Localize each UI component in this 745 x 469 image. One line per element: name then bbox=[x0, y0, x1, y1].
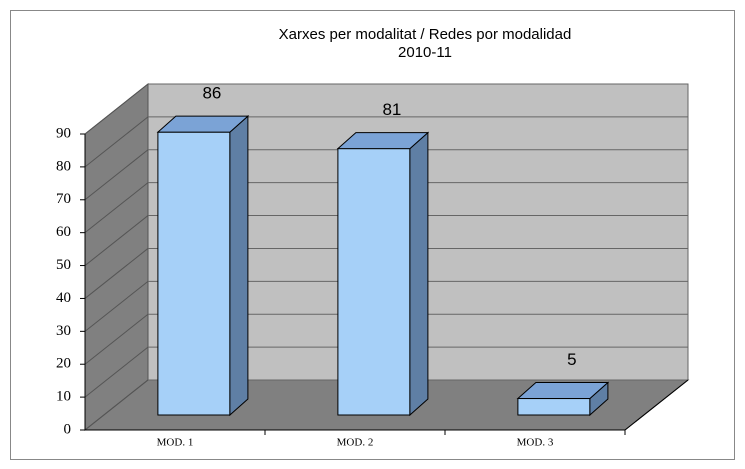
data-label: 86 bbox=[202, 84, 221, 103]
y-tick-label: 40 bbox=[56, 290, 71, 306]
side-grid-line bbox=[84, 182, 149, 234]
side-grid-line bbox=[84, 313, 149, 365]
y-tick-label: 10 bbox=[56, 389, 71, 405]
side-grid-line bbox=[84, 149, 149, 201]
y-tick-label: 90 bbox=[56, 125, 71, 141]
bar-front bbox=[337, 148, 411, 416]
y-tick-label: 0 bbox=[64, 421, 72, 437]
bar-side bbox=[229, 115, 249, 417]
side-grid-line bbox=[84, 215, 149, 266]
bar bbox=[336, 131, 430, 417]
x-tick-label: MOD. 1 bbox=[157, 437, 194, 449]
x-tick-label: MOD. 2 bbox=[337, 437, 374, 449]
bar-top bbox=[156, 115, 250, 133]
y-tick-label: 70 bbox=[56, 191, 71, 207]
side-grid-line bbox=[84, 116, 149, 168]
side-grid-line bbox=[84, 248, 149, 299]
side-grid-line bbox=[84, 379, 149, 431]
bar-front bbox=[517, 398, 591, 416]
bar-front bbox=[157, 131, 231, 416]
side-grid-line bbox=[84, 280, 149, 332]
side-grid-line bbox=[84, 83, 149, 135]
y-tick-label: 50 bbox=[56, 257, 71, 273]
bar-top bbox=[336, 132, 430, 150]
bar-top bbox=[516, 382, 610, 400]
data-label: 81 bbox=[382, 100, 401, 119]
y-tick-label: 20 bbox=[56, 356, 71, 372]
data-label: 5 bbox=[567, 350, 576, 369]
y-tick-label: 30 bbox=[56, 323, 71, 339]
x-axis-depth bbox=[624, 379, 689, 431]
bar-side bbox=[409, 131, 429, 417]
y-tick-label: 80 bbox=[56, 158, 71, 174]
x-tick-label: MOD. 3 bbox=[517, 437, 554, 449]
bar bbox=[156, 115, 250, 417]
side-grid-line bbox=[84, 346, 149, 398]
y-tick-label: 60 bbox=[56, 224, 71, 240]
chart-title: Xarxes per modalitat / Redes por modalid… bbox=[279, 26, 572, 43]
chart-subtitle: 2010-11 bbox=[398, 44, 452, 61]
side-wall bbox=[84, 82, 149, 432]
bar bbox=[516, 381, 610, 417]
